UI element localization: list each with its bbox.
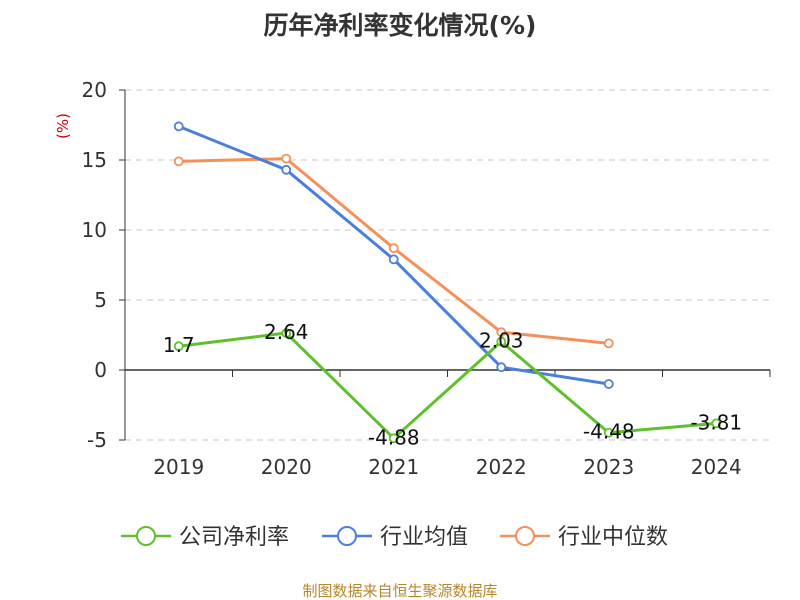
y-tick-label: 10 [82,218,107,242]
data-label: 2.03 [479,329,524,353]
data-label: -4.88 [368,425,420,449]
y-tick-label: 5 [94,288,107,312]
data-point[interactable] [496,336,507,347]
data-point[interactable] [388,243,399,254]
data-point[interactable] [711,418,722,429]
data-point[interactable] [281,164,292,175]
y-tick-label: 20 [82,78,107,102]
x-tick-label: 2022 [476,455,527,479]
data-label: -4.48 [583,420,635,444]
data-point[interactable] [496,362,507,373]
legend-label: 行业中位数 [558,525,668,550]
data-point[interactable] [281,153,292,164]
data-point[interactable] [173,121,184,132]
legend-swatch-marker [337,526,357,546]
legend-swatch-marker [515,526,535,546]
data-label: 2.64 [264,320,309,344]
data-point[interactable] [496,327,507,338]
data-point[interactable] [173,156,184,167]
data-label: 1.7 [163,333,195,357]
legend-label: 行业均值 [380,525,468,550]
data-label: -3.81 [690,410,742,434]
chart-title: 历年净利率变化情况(%) [264,11,537,40]
x-tick-label: 2023 [583,455,634,479]
source-note: 制图数据来自恒生聚源数据库 [302,582,497,600]
x-tick-label: 2019 [153,455,204,479]
data-point[interactable] [281,328,292,338]
legend[interactable]: 公司净利率 行业均值 行业中位数 [121,525,668,550]
legend-label: 公司净利率 [179,525,289,550]
x-tick-label: 2021 [368,455,419,479]
data-point[interactable] [173,341,184,352]
series-lines [173,121,722,444]
data-point[interactable] [388,433,399,444]
data-point[interactable] [388,254,399,265]
axes: 20 15 10 5 0 -5 2019 2020 2021 2022 2023 2024 [82,78,771,479]
x-tick-label: 2024 [691,455,742,479]
legend-swatch-marker [136,526,156,546]
y-axis-unit: (%) [54,113,72,139]
data-point[interactable] [603,338,614,349]
y-tick-label: -5 [87,428,107,452]
data-point[interactable] [603,427,614,438]
y-tick-label: 15 [82,148,107,172]
series-line [178,331,717,440]
x-tick-label: 2020 [261,455,312,479]
y-tick-label: 0 [94,358,107,382]
data-point[interactable] [603,379,614,389]
gridlines [125,89,770,441]
data-labels: 1.7 2.64 -4.88 2.03 -4.48 -3.81 [163,320,742,449]
